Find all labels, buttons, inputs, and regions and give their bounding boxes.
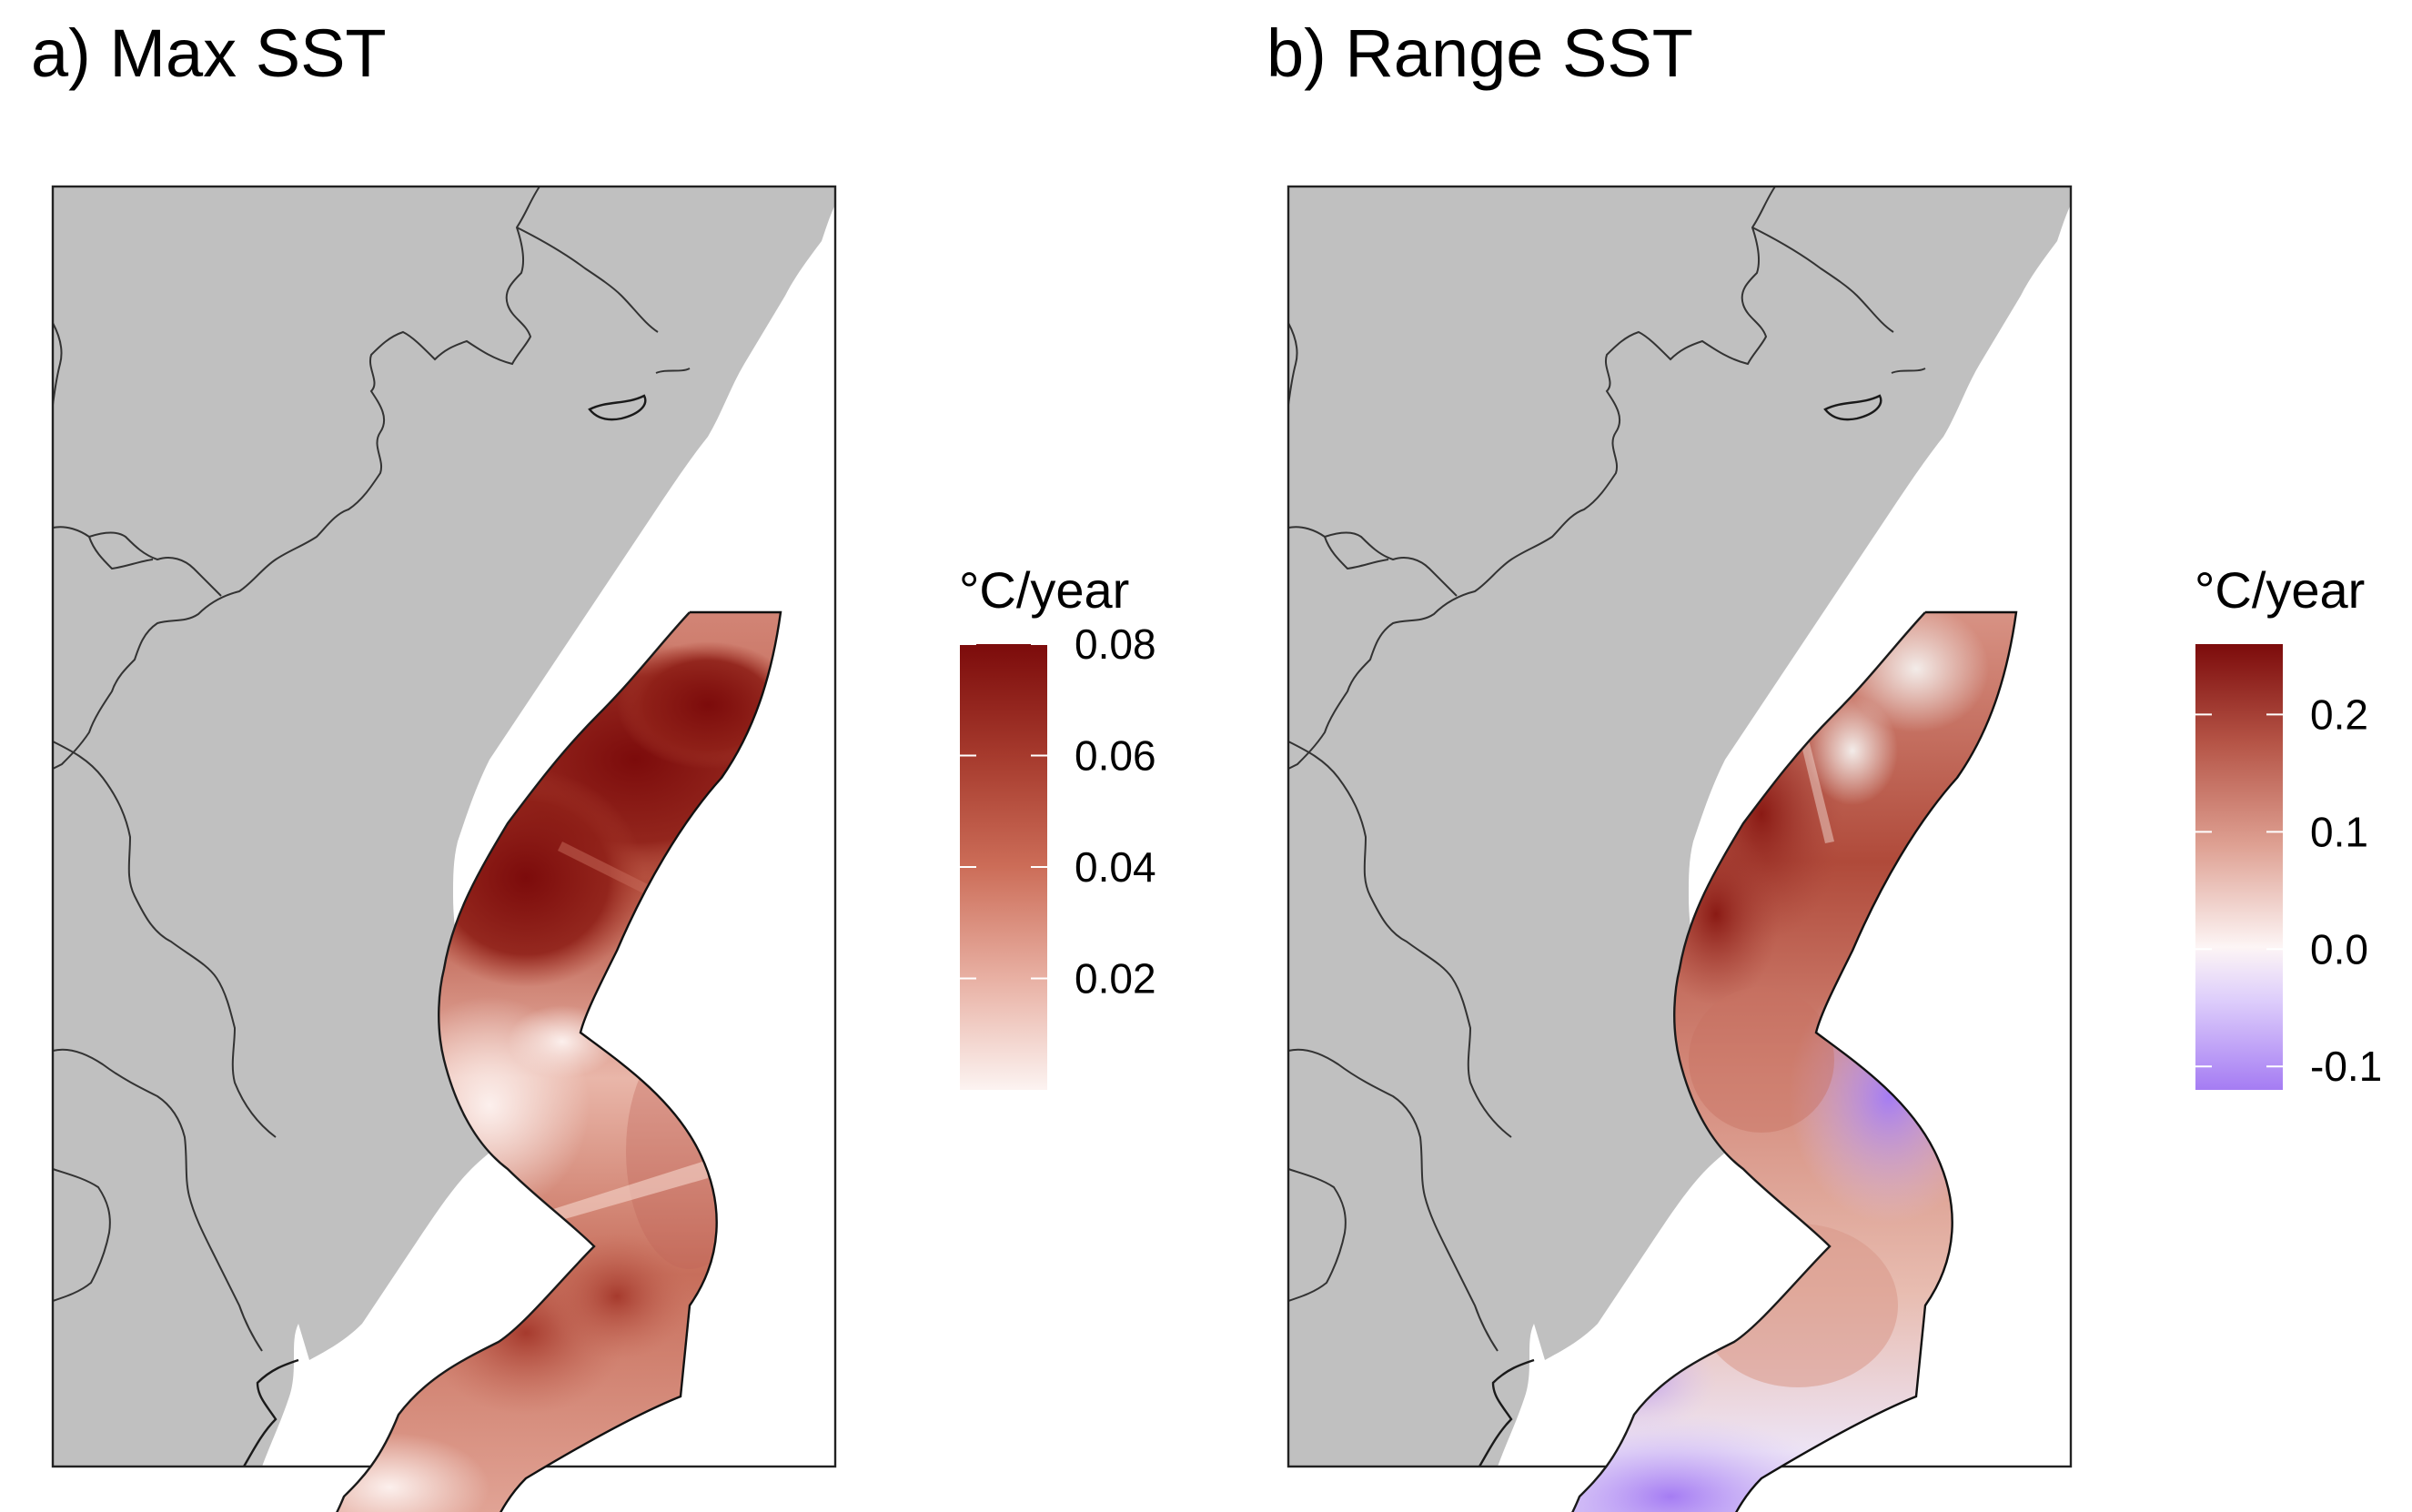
panel-a-legend: °C/year 0.08 0.06 0.04 0.02 bbox=[959, 561, 1156, 1090]
panel-b-border-w bbox=[1287, 526, 1458, 597]
panel-b-legend: °C/year 0.2 0.1 0.0 -0.1 bbox=[2195, 561, 2382, 1090]
panel-b-border-s bbox=[1287, 1048, 1499, 1352]
panel-a-tick-label: 0.08 bbox=[1075, 620, 1156, 668]
panel-a-legend-title: °C/year bbox=[959, 561, 1129, 619]
panel-b-tick-label: -0.1 bbox=[2310, 1043, 2382, 1090]
panel-a-island bbox=[588, 394, 647, 421]
panel-a-border-lake bbox=[88, 536, 154, 570]
panel-b: b) Range SST bbox=[1267, 15, 2382, 1512]
panel-a-ticks: 0.08 0.06 0.04 0.02 bbox=[960, 620, 1156, 1003]
panel-a-border-main bbox=[52, 186, 540, 770]
panel-a-tick-label: 0.04 bbox=[1075, 843, 1156, 891]
panel-a-tick-label: 0.02 bbox=[1075, 955, 1156, 1003]
panel-b-ticks: 0.2 0.1 0.0 -0.1 bbox=[2195, 690, 2382, 1090]
panel-a-border-ne bbox=[516, 227, 659, 333]
panel-a-border-w bbox=[52, 526, 222, 597]
panel-b-islet bbox=[1891, 368, 1926, 374]
panel-a-map bbox=[51, 185, 837, 1512]
panel-a: a) Max SST bbox=[31, 15, 1156, 1512]
panel-a-tick-label: 0.06 bbox=[1075, 732, 1156, 780]
panel-b-map bbox=[1287, 185, 2073, 1512]
panel-b-border-main bbox=[1287, 186, 1776, 770]
panel-a-border-far-sw bbox=[52, 1168, 111, 1302]
panel-b-tick-label: 0.1 bbox=[2310, 808, 2368, 855]
panel-b-border-nw bbox=[1287, 322, 1298, 406]
panel-b-tick-label: 0.2 bbox=[2310, 690, 2368, 738]
panel-b-colorbar bbox=[2195, 644, 2283, 1090]
panel-a-zone-outline bbox=[499, 610, 782, 1512]
panel-a-border-s bbox=[52, 1048, 263, 1352]
panel-b-border-lake bbox=[1324, 536, 1389, 570]
panel-b-title: b) Range SST bbox=[1267, 15, 1693, 91]
panel-b-island bbox=[1823, 394, 1882, 421]
panel-a-border-sw bbox=[52, 741, 277, 1138]
panel-a-islet bbox=[655, 368, 691, 374]
panel-a-title: a) Max SST bbox=[31, 15, 387, 91]
panel-b-legend-title: °C/year bbox=[2195, 561, 2365, 619]
panel-b-border-sw bbox=[1287, 741, 1512, 1138]
panel-b-border-ne bbox=[1751, 227, 1894, 333]
panel-b-border-far-sw bbox=[1287, 1168, 1347, 1302]
panel-b-zone-outline bbox=[1734, 610, 2018, 1512]
panel-a-border-nw bbox=[52, 322, 63, 406]
panel-b-tick-label: 0.0 bbox=[2310, 925, 2368, 973]
